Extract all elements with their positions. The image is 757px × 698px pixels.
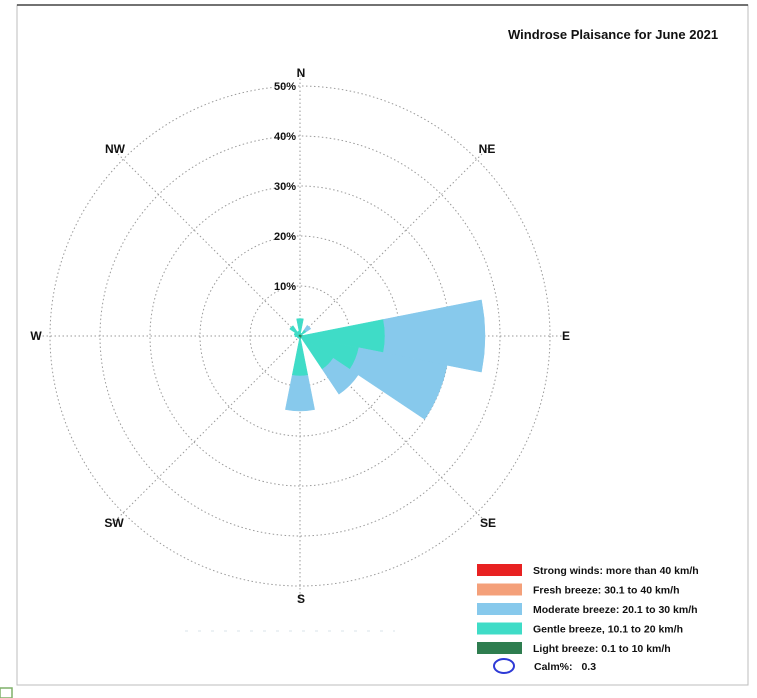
- calm-label: Calm%:: [534, 661, 573, 673]
- legend-label-3: Moderate breeze: 20.1 to 30 km/h: [533, 604, 698, 616]
- chart-title: Windrose Plaisance for June 2021: [508, 27, 718, 42]
- direction-labels: N NE E SE S SW W NW: [30, 66, 570, 606]
- direction-label-sw: SW: [104, 516, 124, 530]
- corner-box: [0, 687, 13, 698]
- spoke-nw: [110, 146, 301, 337]
- sector-nw-band-2: [289, 325, 300, 336]
- direction-label-nw: NW: [105, 142, 126, 156]
- wind-sectors: [285, 299, 486, 420]
- legend-label-4: Gentle breeze, 10.1 to 20 km/h: [533, 624, 683, 636]
- legend-label-2: Fresh breeze: 30.1 to 40 km/h: [533, 585, 679, 597]
- sector-ne-band-3: [303, 324, 312, 333]
- sector-se-band-3: [321, 357, 359, 395]
- calm-circle-icon: [493, 658, 515, 674]
- grid-ring-50: [49, 85, 551, 587]
- radial-tick-10: 10%: [274, 281, 296, 293]
- radial-tick-50: 50%: [274, 81, 296, 93]
- legend-swatch-3: [477, 603, 522, 615]
- sector-s-band-3: [285, 374, 315, 412]
- direction-label-w: W: [30, 329, 42, 343]
- legend-swatch-1: [477, 564, 522, 576]
- sector-ese-band-3: [349, 347, 448, 420]
- radial-tick-30: 30%: [274, 181, 296, 193]
- direction-label-ne: NE: [479, 142, 496, 156]
- legend: Strong winds: more than 40 km/h Fresh bre…: [477, 564, 699, 655]
- svg-text:Calm%: 0.3: Calm%: 0.3: [534, 661, 596, 673]
- radial-tick-40: 40%: [274, 131, 296, 143]
- radial-tick-20: 20%: [274, 231, 296, 243]
- legend-swatch-5: [477, 642, 522, 654]
- legend-label-5: Light breeze: 0.1 to 10 km/h: [533, 643, 671, 655]
- legend-swatch-2: [477, 583, 522, 596]
- sector-nnw-band-2: [296, 330, 301, 336]
- direction-label-s: S: [297, 592, 305, 606]
- sector-e-band-3: [383, 299, 486, 373]
- sector-n-band-2: [296, 318, 304, 335]
- legend-label-1: Strong winds: more than 40 km/h: [533, 565, 699, 577]
- spoke-ne: [299, 146, 490, 337]
- direction-label-se: SE: [480, 516, 496, 530]
- legend-swatch-4: [477, 622, 522, 635]
- direction-label-n: N: [297, 66, 306, 80]
- radial-tick-labels: 10% 20% 30% 40% 50%: [274, 81, 296, 293]
- calm-indicator: Calm%: 0.3: [493, 658, 596, 674]
- spoke-sw: [110, 335, 301, 526]
- direction-label-e: E: [562, 329, 570, 343]
- calm-value: 0.3: [581, 661, 596, 673]
